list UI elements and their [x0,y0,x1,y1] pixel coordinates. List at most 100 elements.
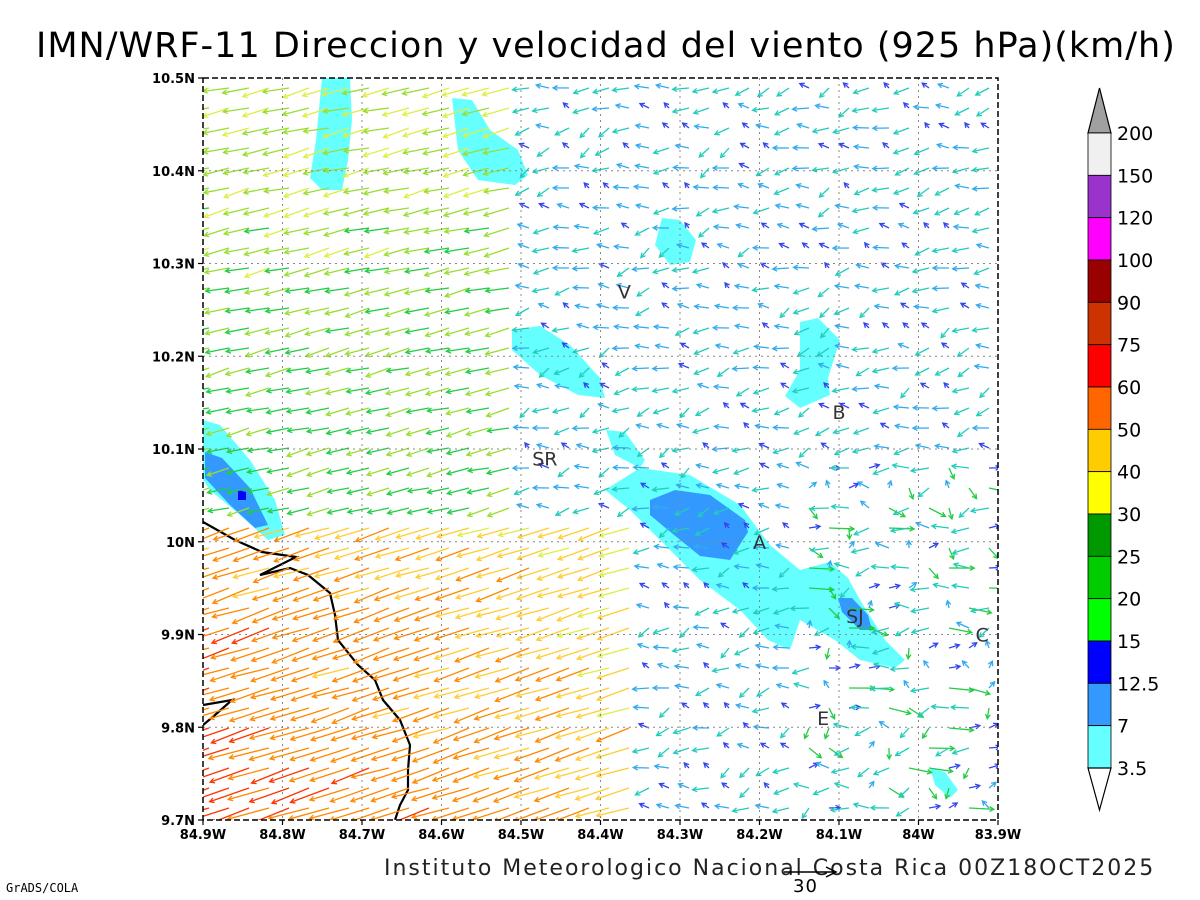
wind-vector-head [818,242,825,249]
wind-vector [264,227,290,238]
wind-vector [880,422,890,429]
wind-vector [434,667,470,682]
wind-vector [694,125,710,129]
wind-vector-head [303,252,310,259]
wind-vector [468,467,490,472]
wind-vector [225,367,250,376]
wind-vector-head [743,521,750,528]
wind-vector [915,247,930,256]
wind-vector [790,607,810,610]
wind-vector [496,627,530,637]
wind-vector-head [411,778,418,784]
wind-vector [692,747,710,752]
wind-vector [735,87,750,96]
wind-vector [755,424,770,429]
wind-vector-head [453,676,461,683]
wind-vector [557,607,590,622]
wind-vector-head [415,534,422,541]
wind-vector-head [754,803,761,810]
wind-vector-head [838,111,845,118]
wind-vector [363,127,390,133]
wind-vector [635,124,650,129]
wind-vector-head [305,471,313,478]
wind-vector [455,647,490,663]
wind-vector [816,347,830,357]
wind-vector-head [751,585,758,592]
wind-vector-head [956,91,963,97]
wind-vector [266,387,290,392]
wind-vector [780,382,790,389]
wind-vector [343,167,370,177]
wind-vector [447,487,470,495]
wind-vector [574,465,590,469]
wind-vector-head [453,693,460,700]
wind-vector [227,807,270,820]
wind-vector [347,507,370,513]
wind-vector-head [383,251,390,257]
wind-vector-head [695,482,702,489]
wind-vector-head [342,211,349,217]
wind-vector [447,507,470,514]
wind-vector [386,467,410,475]
wind-vector [290,747,330,761]
wind-vector-head [208,714,215,721]
wind-vector-head [562,102,569,108]
wind-vector [891,566,910,569]
colorbar-label: 120 [1117,208,1153,230]
wind-vector [661,582,670,589]
wind-vector-head [225,448,233,455]
wind-vector-head [652,209,660,215]
wind-vector [532,247,550,253]
wind-vector-head [371,713,379,719]
wind-vector [852,107,870,112]
wind-vector [740,142,750,149]
wind-vector-head [899,732,906,739]
wind-vector-head [638,582,646,589]
wind-vector-head [443,228,450,235]
wind-vector [953,146,970,149]
wind-vector-head [733,283,741,290]
wind-vector-head [554,792,561,799]
wind-vector [834,782,850,789]
wind-vector [442,87,470,96]
wind-vector-head [243,228,250,234]
wind-vector-head [758,442,765,449]
wind-vector [424,267,450,277]
wind-vector [796,462,810,469]
wind-vector [673,747,690,754]
wind-vector [354,607,390,623]
x-tick-label: 84.6W [418,828,464,843]
wind-vector-head [493,753,500,760]
wind-vector-head [989,680,996,687]
wind-vector-head [171,799,176,803]
wind-vector-head [515,595,523,601]
wind-vector-head [370,796,377,803]
y-tick-label: 10.3N [152,258,195,273]
wind-vector-head [405,408,412,415]
wind-vector [313,587,350,601]
wind-vector [599,567,630,577]
wind-vector [306,407,330,414]
wind-vector [465,287,490,292]
wind-vector [537,187,550,197]
wind-vector [289,767,330,782]
wind-vector [517,223,530,229]
wind-vector-head [833,750,840,756]
wind-vector [432,807,470,820]
wind-vector-head [658,782,665,789]
wind-vector-head [579,152,586,159]
wind-vector-head [978,632,985,639]
wind-vector [203,467,210,470]
wind-vector [696,464,710,469]
wind-vector-head [384,352,391,358]
wind-vector [310,747,350,761]
wind-vector-head [889,527,897,534]
wind-vector-head [594,150,601,156]
wind-vector [443,127,470,138]
wind-vector [251,767,290,784]
wind-vector-head [971,147,978,154]
wind-vector-head [893,449,900,456]
wind-vector [290,787,330,803]
wind-vector-head [514,130,521,136]
wind-vector [519,167,530,178]
